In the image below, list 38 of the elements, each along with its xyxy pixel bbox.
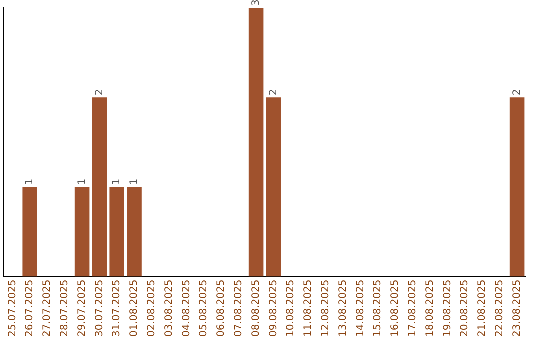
- x-tick-label: 01.08.2025: [129, 280, 140, 338]
- data-label: 1: [112, 178, 123, 186]
- x-tick-label: 10.08.2025: [286, 280, 297, 338]
- data-label: 1: [76, 178, 88, 186]
- x-tick-label: 31.07.2025: [112, 280, 123, 338]
- x-tick-label: 22.08.2025: [494, 280, 506, 338]
- data-label: 2: [94, 89, 106, 96]
- x-tick-label: 02.08.2025: [146, 280, 158, 338]
- data-label: 3: [250, 0, 262, 6]
- x-tick-label: 19.08.2025: [442, 280, 454, 338]
- data-label: 1: [24, 178, 36, 186]
- x-tick-label: 21.08.2025: [477, 280, 488, 338]
- x-tick-label: 20.08.2025: [460, 280, 471, 338]
- x-tick-label: 08.08.2025: [250, 280, 262, 338]
- data-label: 2: [512, 89, 523, 96]
- x-tick-label: 12.08.2025: [320, 280, 332, 338]
- x-tick-label: 23.08.2025: [512, 280, 523, 338]
- x-tick-label: 13.08.2025: [338, 280, 349, 338]
- x-tick-label: 09.08.2025: [268, 280, 280, 338]
- x-tick-label: 30.07.2025: [94, 280, 106, 338]
- x-tick-label: 28.07.2025: [59, 280, 70, 338]
- x-tick-label: 26.07.2025: [24, 280, 36, 338]
- x-tick-label: 14.08.2025: [355, 280, 366, 338]
- x-tick-label: 25.07.2025: [7, 280, 18, 338]
- x-tick-label: 06.08.2025: [216, 280, 228, 338]
- x-tick-label: 27.07.2025: [42, 280, 54, 338]
- x-tick-label: 11.08.2025: [303, 280, 314, 338]
- x-tick-label: 17.08.2025: [407, 280, 418, 338]
- x-tick-label: 03.08.2025: [164, 280, 175, 338]
- x-tick-label: 18.08.2025: [424, 280, 436, 338]
- x-tick-label: 15.08.2025: [372, 280, 384, 338]
- x-tick-label: 29.07.2025: [76, 280, 88, 338]
- data-label: 2: [268, 89, 280, 96]
- x-tick-label: 07.08.2025: [233, 280, 244, 338]
- data-label: 1: [129, 178, 140, 186]
- x-tick-label: 16.08.2025: [390, 280, 402, 338]
- x-tick-label: 05.08.2025: [198, 280, 210, 338]
- x-tick-label: 04.08.2025: [181, 280, 192, 338]
